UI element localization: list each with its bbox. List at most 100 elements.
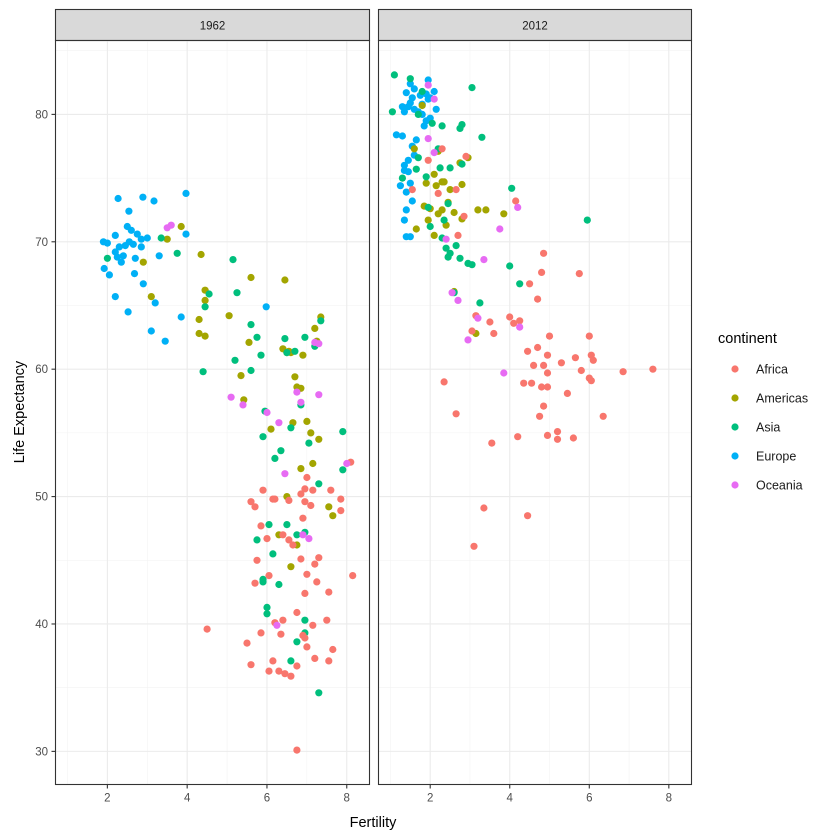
data-point-europe xyxy=(129,240,137,248)
data-point-africa xyxy=(440,378,448,386)
y-tick-label: 50 xyxy=(35,492,48,504)
data-point-africa xyxy=(311,654,319,663)
data-point-africa xyxy=(599,412,607,420)
data-point-asia xyxy=(422,173,430,181)
data-point-africa xyxy=(538,383,546,391)
data-point-africa xyxy=(297,555,305,563)
data-point-americas xyxy=(287,563,295,571)
legend-item-asia: Asia xyxy=(731,421,780,435)
data-point-oceania xyxy=(227,393,235,401)
data-point-americas xyxy=(450,208,458,217)
data-point-europe xyxy=(404,103,412,111)
legend-label: Europe xyxy=(756,450,796,464)
data-point-africa xyxy=(337,495,345,503)
data-point-africa xyxy=(289,541,297,549)
data-point-europe xyxy=(402,89,410,97)
data-point-europe xyxy=(177,313,185,321)
data-point-africa xyxy=(514,433,522,441)
data-point-africa xyxy=(301,485,309,493)
facet-label-1962: 1962 xyxy=(200,21,226,33)
data-point-oceania xyxy=(281,470,289,478)
data-point-oceania xyxy=(454,296,462,304)
data-point-americas xyxy=(195,315,203,324)
data-point-africa xyxy=(543,383,552,391)
legend-key-icon xyxy=(731,423,739,431)
data-point-asia xyxy=(446,164,454,172)
data-point-africa xyxy=(543,351,552,359)
data-point-americas xyxy=(412,225,420,233)
data-point-africa xyxy=(506,313,514,321)
data-point-americas xyxy=(303,417,311,425)
data-point-europe xyxy=(137,235,145,243)
data-point-asia xyxy=(440,216,448,224)
x-tick-label: 2 xyxy=(104,793,110,805)
data-point-asia xyxy=(428,119,436,127)
data-point-asia xyxy=(478,133,486,141)
data-point-americas xyxy=(291,373,299,381)
x-tick-label: 6 xyxy=(264,793,270,805)
legend-item-americas: Americas xyxy=(731,392,808,406)
data-point-oceania xyxy=(448,289,456,297)
data-point-asia xyxy=(444,200,452,208)
legend-item-oceania: Oceania xyxy=(731,479,803,493)
data-point-asia xyxy=(516,280,524,288)
data-point-europe xyxy=(392,131,400,139)
data-point-africa xyxy=(462,152,470,160)
data-point-asia xyxy=(269,550,277,558)
y-axis-title: Life Expectancy xyxy=(12,360,28,463)
data-point-asia xyxy=(233,289,241,297)
legend-key-icon xyxy=(731,452,739,460)
data-point-africa xyxy=(251,503,259,511)
data-point-asia xyxy=(315,689,323,697)
data-point-asia xyxy=(436,164,444,172)
data-point-europe xyxy=(124,308,132,316)
legend-item-europe: Europe xyxy=(731,450,796,464)
data-point-europe xyxy=(422,117,430,125)
data-point-europe xyxy=(262,303,270,311)
x-tick-label: 4 xyxy=(184,793,191,805)
legend: continent Africa Americas Asia Europe Oceani… xyxy=(718,331,808,493)
data-point-americas xyxy=(432,182,440,190)
data-point-africa xyxy=(553,435,562,443)
data-point-americas xyxy=(195,329,203,338)
data-point-oceania xyxy=(442,235,450,243)
data-point-asia xyxy=(103,254,111,262)
x-axis: 2 4 6 8 xyxy=(104,784,350,805)
data-point-asia xyxy=(468,261,476,269)
data-point-asia xyxy=(271,454,279,462)
data-point-americas xyxy=(297,465,305,473)
data-point-europe xyxy=(404,168,412,176)
data-point-asia xyxy=(414,154,422,162)
data-point-africa xyxy=(263,535,271,543)
data-point-europe xyxy=(139,280,147,288)
data-point-asia xyxy=(458,160,466,168)
data-point-americas xyxy=(163,235,171,243)
data-point-africa xyxy=(349,572,357,580)
data-point-asia xyxy=(265,521,273,529)
data-point-oceania xyxy=(263,408,271,417)
data-point-africa xyxy=(293,608,301,617)
data-point-oceania xyxy=(305,535,313,543)
data-point-oceania xyxy=(474,314,482,322)
data-point-americas xyxy=(201,332,209,340)
x-tick-label: 8 xyxy=(666,793,672,805)
data-point-oceania xyxy=(500,369,508,377)
data-point-africa xyxy=(303,473,311,482)
data-point-africa xyxy=(309,621,317,629)
data-point-asia xyxy=(444,253,452,261)
legend-label: Americas xyxy=(756,392,808,406)
legend-label: Africa xyxy=(756,363,788,377)
data-point-americas xyxy=(281,276,289,284)
data-point-oceania xyxy=(516,323,524,331)
data-point-americas xyxy=(430,170,438,178)
data-point-africa xyxy=(301,634,309,642)
data-point-africa xyxy=(540,361,548,369)
data-point-asia xyxy=(301,333,309,341)
data-point-oceania xyxy=(293,388,301,396)
data-point-africa xyxy=(438,145,446,153)
data-point-oceania xyxy=(297,398,305,406)
data-point-africa xyxy=(259,486,267,494)
data-point-africa xyxy=(203,625,211,633)
data-point-africa xyxy=(303,643,311,651)
data-point-asia xyxy=(283,521,291,529)
